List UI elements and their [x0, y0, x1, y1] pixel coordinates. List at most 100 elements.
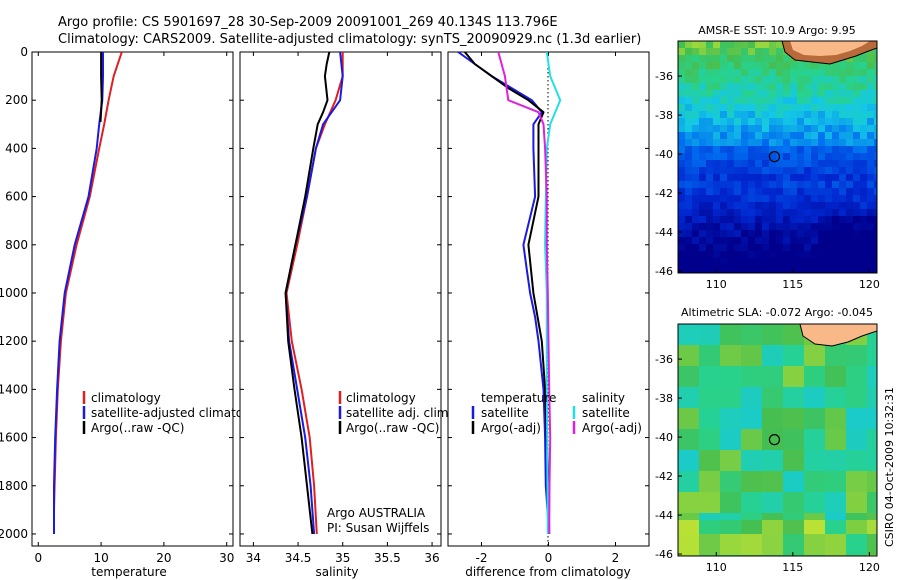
- heatmap-cell: [713, 485, 721, 493]
- heatmap-cell: [769, 548, 777, 556]
- heatmap-cell: [790, 181, 798, 189]
- heatmap-cell: [699, 541, 707, 549]
- legend-label-sal-argo: Argo(-adj): [582, 421, 642, 435]
- heatmap-cell: [741, 55, 749, 63]
- heatmap-cell: [818, 251, 826, 259]
- heatmap-cell: [734, 83, 742, 91]
- heatmap-cell: [734, 471, 742, 479]
- heatmap-cell: [685, 160, 693, 168]
- heatmap-cell: [734, 443, 742, 451]
- heatmap-cell: [874, 457, 877, 465]
- heatmap-cell: [762, 450, 770, 458]
- heatmap-cell: [804, 118, 812, 126]
- heatmap-cell: [748, 324, 756, 332]
- heatmap-cell: [853, 125, 861, 133]
- heatmap-cell: [867, 450, 875, 458]
- heatmap-cell: [741, 62, 749, 70]
- y-tick-label: 400: [5, 141, 28, 155]
- heatmap-cell: [685, 366, 693, 374]
- heatmap-cell: [727, 513, 735, 521]
- heatmap-cell: [727, 132, 735, 140]
- heatmap-cell: [790, 153, 798, 161]
- heatmap-cell: [783, 450, 791, 458]
- heatmap-cell: [790, 251, 798, 259]
- heatmap-cell: [706, 251, 714, 259]
- heatmap-cell: [706, 331, 714, 339]
- heatmap-cell: [678, 230, 686, 238]
- heatmap-cell: [713, 41, 721, 49]
- heatmap-cell: [685, 237, 693, 245]
- heatmap-cell: [755, 443, 763, 451]
- heatmap-cell: [839, 408, 847, 416]
- heatmap-cell: [867, 104, 875, 112]
- heatmap-cell: [755, 209, 763, 217]
- heatmap-cell: [776, 478, 784, 486]
- heatmap-cell: [685, 436, 693, 444]
- heatmap-cell: [769, 237, 777, 245]
- heatmap-cell: [853, 422, 861, 430]
- heatmap-cell: [790, 83, 798, 91]
- heatmap-cell: [769, 160, 777, 168]
- heatmap-cell: [839, 139, 847, 147]
- figure-title-line2: Climatology: CARS2009. Satellite-adjuste…: [58, 32, 641, 47]
- heatmap-cell: [783, 422, 791, 430]
- heatmap-cell: [783, 520, 791, 528]
- heatmap-cell: [797, 230, 805, 238]
- heatmap-cell: [748, 422, 756, 430]
- heatmap-cell: [713, 478, 721, 486]
- heatmap-cell: [685, 230, 693, 238]
- heatmap-cell: [692, 146, 700, 154]
- heatmap-cell: [734, 422, 742, 430]
- heatmap-cell: [755, 258, 763, 266]
- heatmap-cell: [797, 244, 805, 252]
- heatmap-cell: [790, 125, 798, 133]
- heatmap-cell: [846, 251, 854, 259]
- heatmap-cell: [699, 513, 707, 521]
- heatmap-cell: [692, 436, 700, 444]
- heatmap-cell: [762, 251, 770, 259]
- heatmap-cell: [720, 76, 728, 84]
- heatmap-cell: [685, 408, 693, 416]
- heatmap-cell: [713, 401, 721, 409]
- heatmap-cell: [727, 125, 735, 133]
- salinity-xlabel: salinity: [315, 565, 358, 579]
- heatmap-cell: [811, 83, 819, 91]
- heatmap-cell: [797, 331, 805, 339]
- heatmap-cell: [678, 244, 686, 252]
- heatmap-cell: [762, 499, 770, 507]
- heatmap-cell: [867, 548, 875, 556]
- heatmap-cell: [783, 251, 791, 259]
- heatmap-cell: [832, 139, 840, 147]
- heatmap-cell: [713, 258, 721, 266]
- heatmap-cell: [776, 541, 784, 549]
- heatmap-cell: [825, 195, 833, 203]
- heatmap-cell: [692, 499, 700, 507]
- heatmap-cell: [853, 146, 861, 154]
- y-tick-label: 0: [20, 45, 28, 59]
- heatmap-cell: [685, 188, 693, 196]
- heatmap-cell: [706, 471, 714, 479]
- heatmap-cell: [727, 118, 735, 126]
- heatmap-cell: [839, 499, 847, 507]
- heatmap-cell: [748, 499, 756, 507]
- heatmap-cell: [853, 359, 861, 367]
- heatmap-cell: [734, 478, 742, 486]
- heatmap-cell: [790, 352, 798, 360]
- heatmap-cell: [692, 387, 700, 395]
- heatmap-cell: [762, 69, 770, 77]
- heatmap-cell: [699, 160, 707, 168]
- heatmap-cell: [825, 230, 833, 238]
- heatmap-cell: [741, 429, 749, 437]
- heatmap-cell: [790, 62, 798, 70]
- heatmap-cell: [783, 132, 791, 140]
- heatmap-cell: [727, 471, 735, 479]
- heatmap-cell: [755, 366, 763, 374]
- heatmap-cell: [713, 464, 721, 472]
- heatmap-cell: [867, 520, 875, 528]
- heatmap-cell: [846, 265, 854, 273]
- heatmap-cell: [832, 506, 840, 514]
- heatmap-cell: [720, 394, 728, 402]
- heatmap-cell: [720, 506, 728, 514]
- heatmap-cell: [874, 499, 877, 507]
- heatmap-cell: [839, 265, 847, 273]
